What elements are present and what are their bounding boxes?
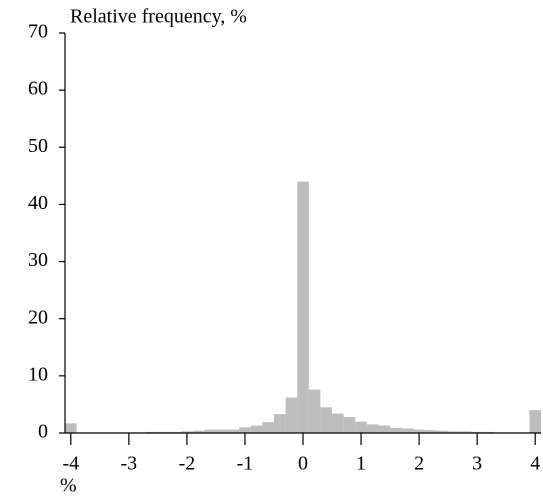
- bar: [366, 424, 379, 433]
- y-tick-label: 10: [28, 363, 48, 385]
- x-tick-label: -2: [179, 453, 196, 475]
- bar: [459, 431, 472, 433]
- bar: [401, 428, 414, 433]
- bar: [308, 389, 321, 433]
- bar: [204, 429, 216, 433]
- bar: [413, 429, 425, 433]
- y-axis-label: Relative frequency, %: [70, 6, 247, 28]
- bar: [355, 421, 367, 433]
- bar: [273, 414, 286, 433]
- x-tick-label: 1: [356, 453, 366, 475]
- bar: [424, 430, 437, 433]
- y-tick-label: 70: [28, 21, 48, 43]
- y-tick-label: 20: [28, 306, 48, 328]
- y-tick-label: 60: [28, 78, 48, 100]
- x-tick-label: 4: [530, 453, 540, 475]
- y-tick-label: 40: [28, 192, 48, 214]
- bar: [239, 427, 251, 433]
- bar: [332, 413, 344, 433]
- bar: [285, 397, 298, 433]
- y-tick-label: 30: [28, 249, 48, 271]
- bar: [192, 430, 205, 433]
- x-tick-label: -3: [121, 453, 138, 475]
- bar: [320, 407, 333, 433]
- bar: [262, 422, 274, 433]
- bar: [250, 425, 263, 433]
- bar: [448, 431, 460, 433]
- x-tick-label: 0: [298, 453, 308, 475]
- bar: [181, 431, 193, 433]
- bar: [390, 427, 402, 433]
- bar: [343, 417, 356, 433]
- x-tick-label: -1: [237, 453, 254, 475]
- bar: [215, 429, 228, 433]
- bar: [378, 425, 391, 433]
- y-tick-label: 50: [28, 135, 48, 157]
- x-tick-label: -4: [62, 453, 79, 475]
- bar: [227, 429, 240, 433]
- x-tick-label: 2: [414, 453, 424, 475]
- y-tick-label: 0: [38, 421, 48, 443]
- bar: [297, 181, 309, 433]
- x-tick-label: 3: [472, 453, 482, 475]
- x-axis-label: %: [60, 475, 77, 497]
- bar: [65, 423, 77, 433]
- bar: [529, 410, 541, 433]
- bar: [436, 430, 449, 433]
